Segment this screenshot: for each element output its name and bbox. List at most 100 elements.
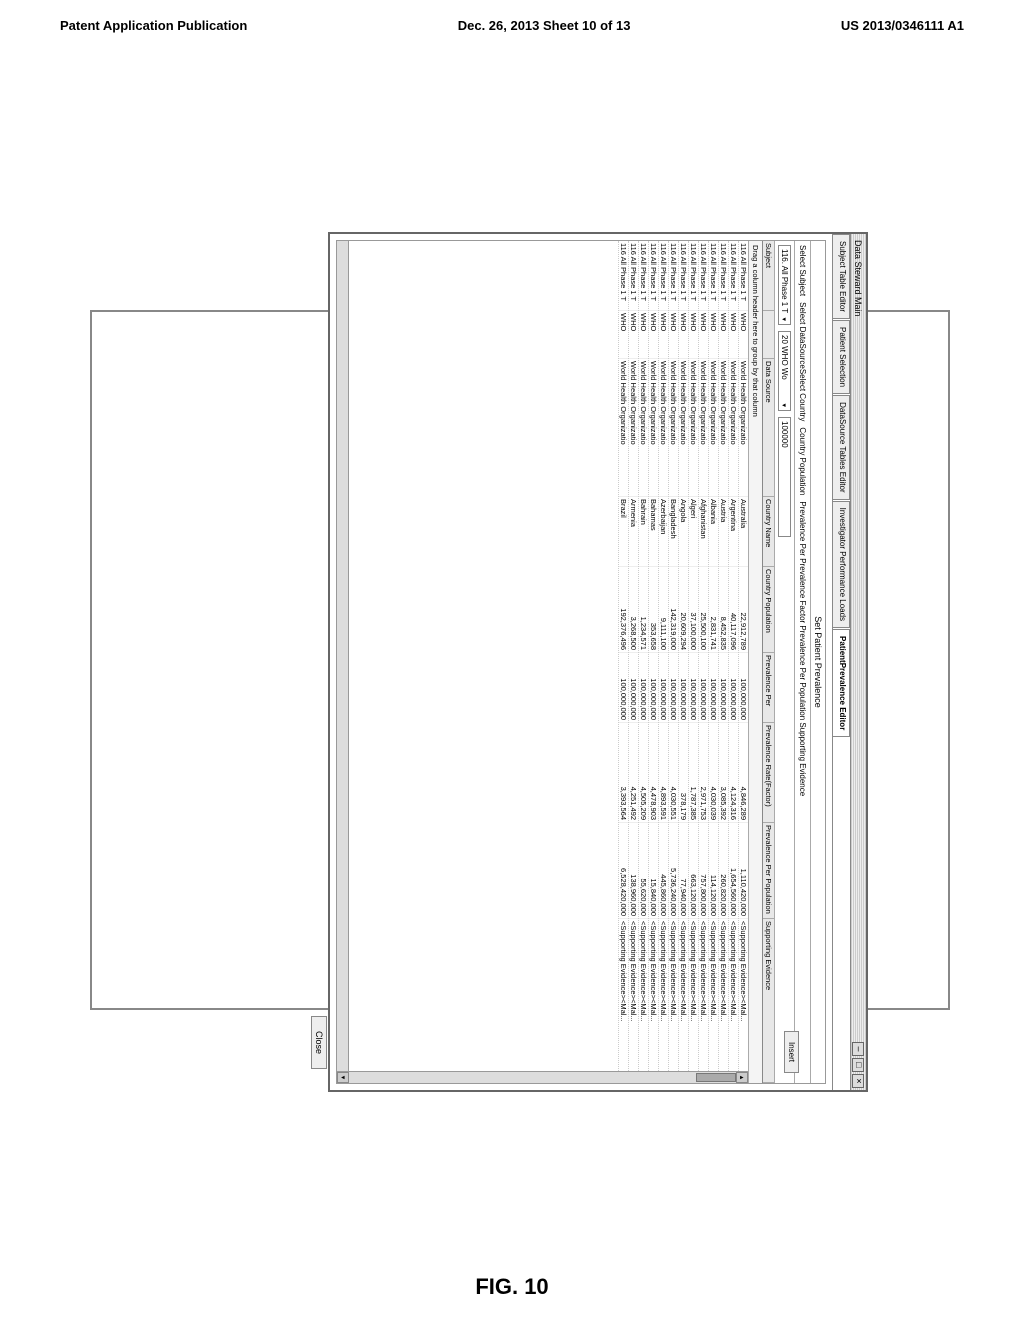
table-row[interactable]: 116 All Phase 1 TWHOWorld Health Organiz… xyxy=(658,241,668,1083)
scroll-thumb[interactable] xyxy=(696,1073,736,1082)
cell: <Supporting Evidence><Mal... xyxy=(659,919,668,1083)
table-row[interactable]: 116 All Phase 1 TWHOWorld Health Organiz… xyxy=(648,241,658,1083)
horizontal-scrollbar[interactable] xyxy=(337,241,349,1071)
cell: 353,658 xyxy=(649,567,658,653)
cell: Albania xyxy=(709,497,718,567)
table-row[interactable]: 116 All Phase 1 TWHOWorld Health Organiz… xyxy=(698,241,708,1083)
subject-label: Select Subject xyxy=(798,245,807,296)
table-row[interactable]: 116 All Phase 1 TWHOWorld Health Organiz… xyxy=(678,241,688,1083)
cell: 114,120,000 xyxy=(709,823,718,919)
cell: WHO xyxy=(679,311,688,359)
subject-select[interactable]: 116. All Phase 1 T▾ xyxy=(778,245,791,325)
table-row[interactable]: 116 All Phase 1 TWHOWorld Health Organiz… xyxy=(738,241,748,1083)
cell: 260,820,000 xyxy=(719,823,728,919)
population-input[interactable]: 100000 xyxy=(778,417,791,537)
cell: World Health Organizatio xyxy=(629,359,638,497)
col-header[interactable]: Prevalence Per xyxy=(763,653,774,723)
datasource-select[interactable]: 20 WHO Wo ▾ xyxy=(778,331,791,411)
cell: Azerbaijan xyxy=(659,497,668,567)
subject-value: 116. All Phase 1 T xyxy=(780,249,789,313)
table-row[interactable]: 116 All Phase 1 TWHOWorld Health Organiz… xyxy=(688,241,698,1083)
cell: 116 All Phase 1 T xyxy=(629,241,638,311)
figure-caption: FIG. 10 xyxy=(0,1274,1024,1300)
cell: World Health Organizatio xyxy=(709,359,718,497)
cell: 3,268,500 xyxy=(629,567,638,653)
cell: 378,179 xyxy=(679,723,688,823)
cell: 142,319,000 xyxy=(669,567,678,653)
cell: 40,117,096 xyxy=(729,567,738,653)
cell: 5,736,240,000 xyxy=(669,823,678,919)
col-header[interactable]: Country Population xyxy=(763,567,774,653)
table-row[interactable]: 116 All Phase 1 TWHOWorld Health Organiz… xyxy=(718,241,728,1083)
cell: 116 All Phase 1 T xyxy=(679,241,688,311)
cell: 3,393,564 xyxy=(619,723,628,823)
cell: 4,893,591 xyxy=(659,723,668,823)
pop-label: Country Population xyxy=(798,427,807,495)
maximize-icon[interactable]: □ xyxy=(853,1058,865,1072)
cell: 2,971,753 xyxy=(699,723,708,823)
cell: WHO xyxy=(649,311,658,359)
table-row[interactable]: 116 All Phase 1 TWHOWorld Health Organiz… xyxy=(628,241,638,1083)
cell: WHO xyxy=(729,311,738,359)
col-header[interactable]: Country Name xyxy=(763,497,774,567)
scroll-up-icon[interactable]: ▴ xyxy=(736,1072,748,1083)
cell: 8,452,835 xyxy=(719,567,728,653)
cell: 116 All Phase 1 T xyxy=(619,241,628,311)
vertical-scrollbar[interactable]: ▴ ▾ xyxy=(337,1071,748,1083)
tab-2[interactable]: DataSource Tables Editor xyxy=(833,395,850,500)
col-header[interactable] xyxy=(763,311,774,359)
cell: 663,120,000 xyxy=(689,823,698,919)
scroll-down-icon[interactable]: ▾ xyxy=(337,1072,349,1083)
col-header[interactable]: Data Source xyxy=(763,359,774,497)
pub-left: Patent Application Publication xyxy=(60,18,247,33)
grid-body: ▴ ▾ 116 All Phase 1 TWHOWorld Health Org… xyxy=(337,241,748,1083)
cell: <Supporting Evidence><Mal... xyxy=(679,919,688,1083)
cell: 445,860,000 xyxy=(659,823,668,919)
minimize-icon[interactable]: – xyxy=(853,1042,865,1056)
cell: 37,100,000 xyxy=(689,567,698,653)
tab-strip: Subject Table EditorPatient SelectionDat… xyxy=(832,234,850,1090)
tab-1[interactable]: Patient Selection xyxy=(833,320,850,394)
group-hint[interactable]: Drag a column header here to group by th… xyxy=(748,241,762,1083)
cell: Bahamas xyxy=(649,497,658,567)
cell: 100,000,000 xyxy=(669,653,678,723)
close-button[interactable]: Close xyxy=(311,1016,327,1069)
chevron-down-icon: ▾ xyxy=(781,403,789,407)
table-row[interactable]: 116 All Phase 1 TWHOWorld Health Organiz… xyxy=(638,241,648,1083)
cell: 116 All Phase 1 T xyxy=(719,241,728,311)
cell: 77,940,000 xyxy=(679,823,688,919)
table-row[interactable]: 116 All Phase 1 TWHOWorld Health Organiz… xyxy=(618,241,628,1083)
cell: WHO xyxy=(629,311,638,359)
col-header[interactable]: Prevalence Rate(Factor) xyxy=(763,723,774,823)
grid-header: Subject Data SourceCountry NameCountry Po… xyxy=(762,241,774,1083)
tab-0[interactable]: Subject Table Editor xyxy=(833,234,850,319)
insert-button[interactable]: Insert xyxy=(784,1031,799,1073)
cell: 116 All Phase 1 T xyxy=(639,241,648,311)
cell: 100,000,000 xyxy=(739,653,748,723)
cell: 100,000,000 xyxy=(639,653,648,723)
col-header[interactable]: Subject xyxy=(763,241,774,311)
cell: Bangladesh xyxy=(669,497,678,567)
cell: 9,111,100 xyxy=(659,567,668,653)
tab-3[interactable]: Investigator Performance Loads xyxy=(833,501,850,628)
cell: <Supporting Evidence><Mal... xyxy=(729,919,738,1083)
cell: <Supporting Evidence><Mal... xyxy=(649,919,658,1083)
datasource-value: 20 WHO Wo xyxy=(780,335,789,380)
tab-4[interactable]: PatientPrevalence Editor xyxy=(833,629,850,737)
titlebar[interactable]: Data Steward Main – □ × xyxy=(850,234,866,1090)
cell: WHO xyxy=(689,311,698,359)
figure-frame: Data Steward Main – □ × Subject Table Ed… xyxy=(90,310,950,1010)
cell: 116 All Phase 1 T xyxy=(699,241,708,311)
table-row[interactable]: 116 All Phase 1 TWHOWorld Health Organiz… xyxy=(728,241,738,1083)
datasource-label: Select DataSourceSelect Country xyxy=(798,302,807,421)
col-header[interactable]: Prevalence Per Population xyxy=(763,823,774,919)
col-header[interactable]: Supporting Evidence xyxy=(763,919,774,1083)
cell: 100,000,000 xyxy=(659,653,668,723)
table-row[interactable]: 116 All Phase 1 TWHOWorld Health Organiz… xyxy=(708,241,718,1083)
cell: <Supporting Evidence><Mal... xyxy=(629,919,638,1083)
close-icon[interactable]: × xyxy=(853,1074,865,1088)
cell: 6,528,420,000 xyxy=(619,823,628,919)
cell: 2,831,741 xyxy=(709,567,718,653)
table-row[interactable]: 116 All Phase 1 TWHOWorld Health Organiz… xyxy=(668,241,678,1083)
cell: 100,000,000 xyxy=(629,653,638,723)
